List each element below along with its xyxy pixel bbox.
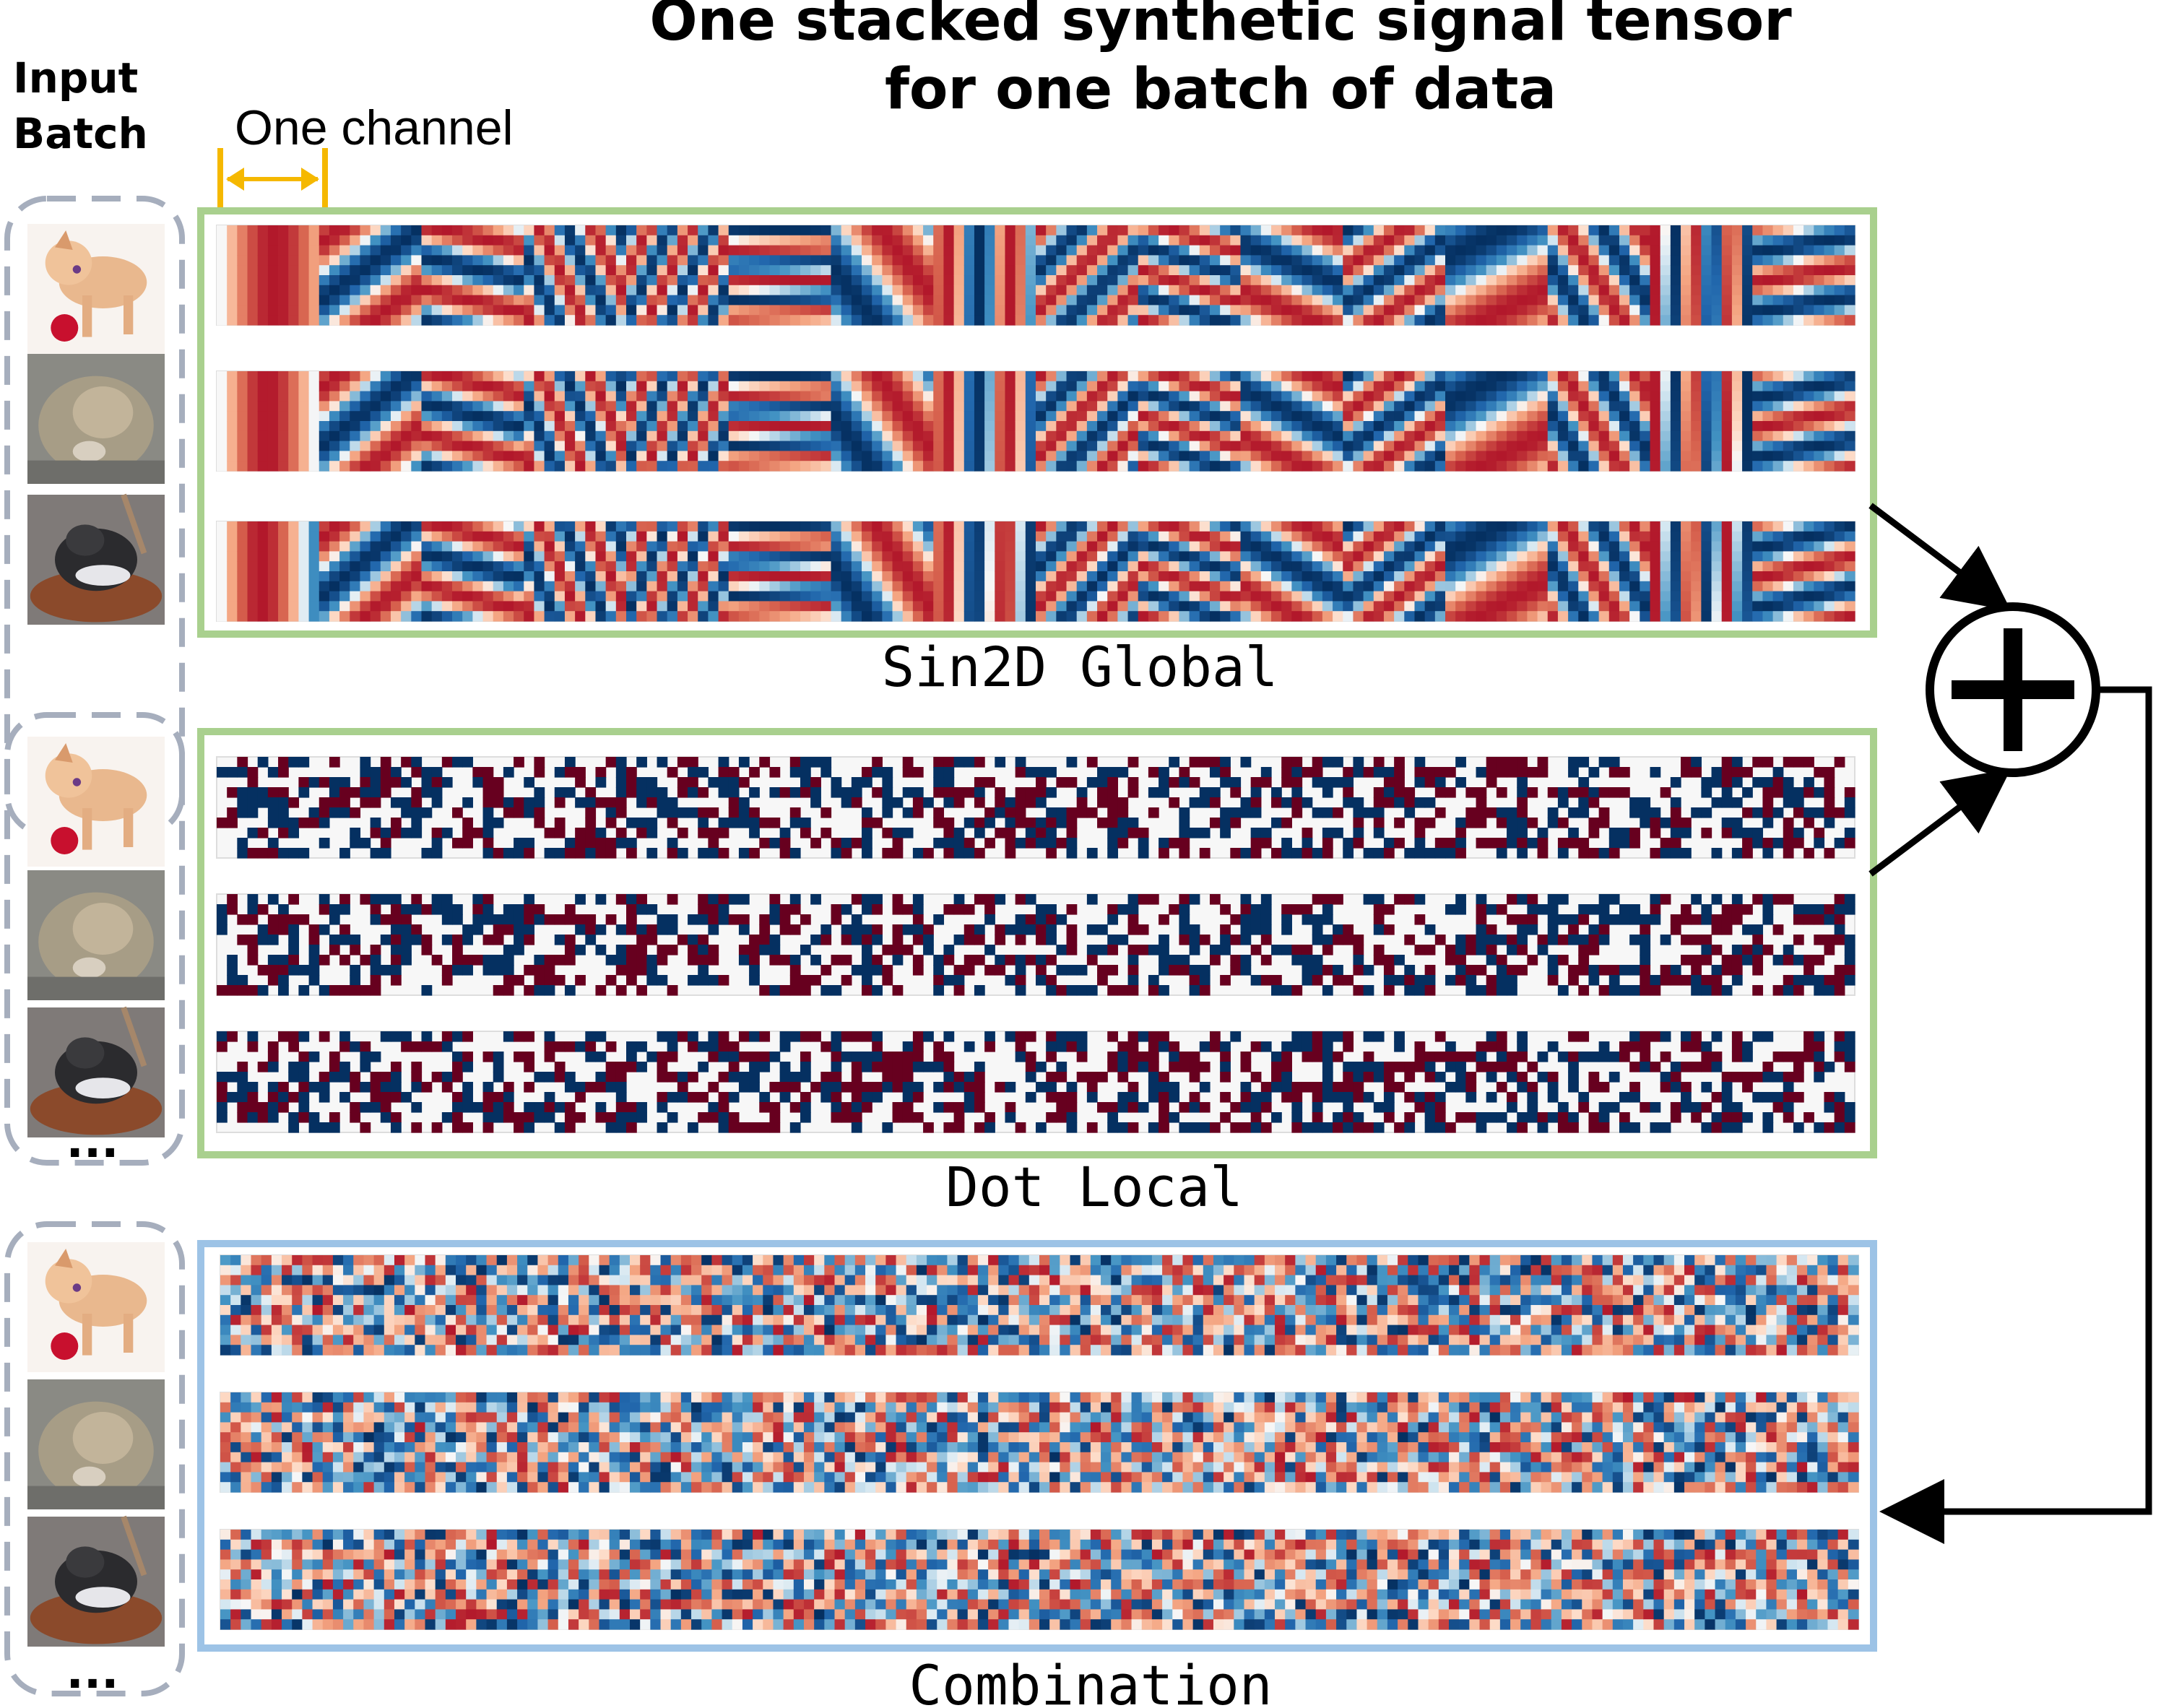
diagram-title-line2: for one batch of data [885, 57, 1556, 122]
dog-thumbnail [27, 737, 165, 867]
channel-strip [216, 756, 1855, 859]
input-batch-group: ... [4, 196, 185, 840]
channel-strip [216, 225, 1855, 326]
channel-strip [216, 521, 1855, 622]
channel-strip [216, 1031, 1855, 1133]
input-batch-label-line2: Batch [13, 109, 148, 158]
input-batch-group: ... [4, 1221, 185, 1699]
channel-strip [216, 893, 1855, 996]
cat-in-basket-thumbnail [27, 1515, 165, 1647]
cat-in-basket-thumbnail [27, 493, 165, 625]
arrow-dot-to-plus [1868, 768, 2011, 877]
batch-ellipsis: ... [66, 1646, 119, 1699]
section-dot [197, 728, 1877, 1158]
section-label-combination: Combination [909, 1653, 1272, 1708]
cat-thumbnail [27, 870, 165, 1000]
section-label-sin2d-global: Sin2D Global [881, 635, 1278, 699]
dog-thumbnail [27, 1242, 165, 1372]
channel-strip [220, 1392, 1859, 1493]
cat-thumbnail [27, 1379, 165, 1509]
arrow-sin2d-to-plus [1868, 503, 2011, 611]
section-combination [197, 1240, 1877, 1652]
channel-strip [216, 370, 1855, 472]
section-sin2d [197, 207, 1877, 638]
section-label-dot-local: Dot Local [945, 1155, 1243, 1219]
input-batch-label-line1: Input [13, 53, 138, 103]
batch-border [4, 1221, 185, 1696]
cat-thumbnail [27, 354, 165, 484]
batch-border [4, 712, 185, 1166]
dog-thumbnail [27, 224, 165, 354]
plus-circle-icon [1926, 602, 2100, 777]
input-batch-group: ... [4, 712, 185, 1169]
batch-ellipsis: ... [66, 1115, 119, 1169]
channel-strip [220, 1529, 1859, 1630]
cat-in-basket-thumbnail [27, 1006, 165, 1137]
channel-label: One channel [235, 100, 514, 155]
arrow-plus-to-combination [1879, 686, 2152, 1544]
channel-strip [220, 1254, 1859, 1356]
diagram-title-line1: One stacked synthetic signal tensor [649, 0, 1792, 53]
